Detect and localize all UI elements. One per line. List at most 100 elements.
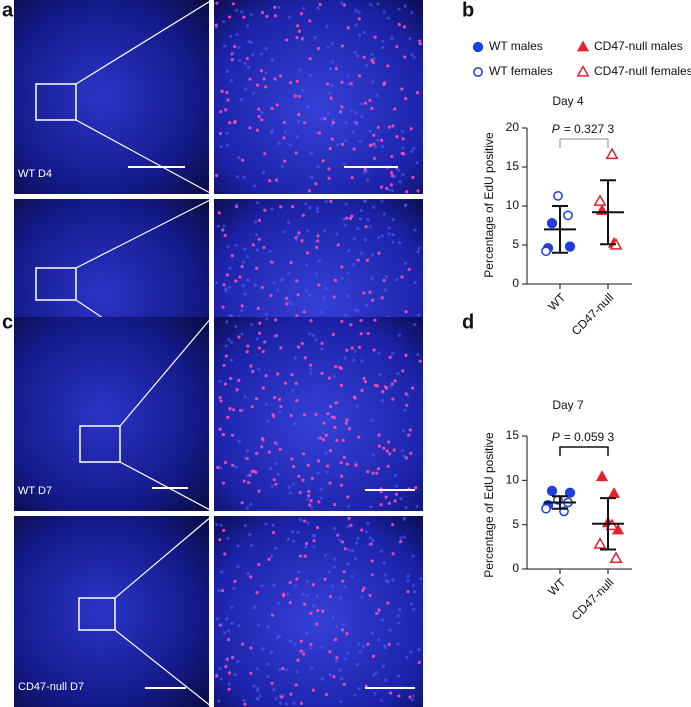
nucleus xyxy=(391,233,395,237)
nucleus xyxy=(366,470,370,474)
nucleus xyxy=(284,702,289,706)
nucleus xyxy=(236,544,240,548)
nucleus xyxy=(328,448,333,453)
nucleus xyxy=(314,338,318,342)
nucleus xyxy=(317,259,322,263)
nucleus xyxy=(307,494,311,498)
nucleus xyxy=(257,489,261,493)
nucleus xyxy=(415,504,419,508)
nucleus xyxy=(256,623,261,627)
nucleus xyxy=(364,225,368,229)
nucleus xyxy=(346,271,350,275)
nucleus xyxy=(353,557,358,561)
nucleus xyxy=(358,139,362,143)
nucleus xyxy=(301,213,305,217)
nucleus xyxy=(217,211,221,215)
nucleus xyxy=(299,639,303,643)
nucleus xyxy=(316,6,320,10)
nucleus xyxy=(372,205,376,209)
nucleus xyxy=(400,129,405,133)
nucleus xyxy=(234,205,239,209)
triangle-marker xyxy=(607,487,621,498)
nucleus xyxy=(320,645,324,649)
nucleus xyxy=(254,233,259,237)
nucleus xyxy=(283,381,288,385)
nucleus xyxy=(310,505,314,510)
error-bar xyxy=(600,179,616,246)
nucleus xyxy=(240,309,244,313)
nucleus xyxy=(302,6,306,10)
nucleus xyxy=(264,312,268,316)
p-symbol: P xyxy=(552,122,560,136)
nucleus xyxy=(246,254,250,259)
nucleus xyxy=(294,151,298,155)
nucleus xyxy=(253,283,257,287)
nucleus xyxy=(282,120,286,125)
y-tick-label: 10 xyxy=(506,198,520,212)
nucleus xyxy=(400,275,404,279)
nucleus xyxy=(240,264,244,269)
nucleus xyxy=(222,528,226,533)
nucleus xyxy=(323,553,327,557)
nucleus xyxy=(377,351,381,355)
nucleus xyxy=(339,699,343,704)
nucleus xyxy=(289,413,293,418)
nucleus xyxy=(223,631,227,635)
nucleus xyxy=(372,348,376,352)
zoom-line xyxy=(114,629,213,707)
nucleus xyxy=(308,363,313,367)
nucleus xyxy=(288,639,292,643)
nucleus xyxy=(285,302,289,306)
nucleus xyxy=(382,82,386,87)
nucleus xyxy=(347,516,351,521)
nucleus xyxy=(412,55,416,59)
nucleus xyxy=(230,621,234,625)
nucleus xyxy=(327,176,331,180)
nucleus xyxy=(353,308,357,312)
nucleus xyxy=(229,314,234,318)
nucleus xyxy=(306,521,310,525)
nucleus xyxy=(233,579,237,583)
nucleus xyxy=(417,648,421,652)
nucleus xyxy=(278,410,282,415)
nucleus xyxy=(355,122,359,126)
nucleus xyxy=(316,46,321,51)
nucleus xyxy=(229,78,234,83)
nucleus xyxy=(255,689,260,693)
nucleus xyxy=(289,260,293,265)
nucleus xyxy=(278,667,282,672)
nucleus xyxy=(417,660,421,664)
nucleus xyxy=(289,692,293,696)
nucleus xyxy=(341,579,345,583)
nucleus xyxy=(324,433,328,437)
nucleus xyxy=(357,74,362,78)
nucleus xyxy=(257,331,262,335)
nucleus xyxy=(315,622,319,626)
nucleus xyxy=(223,382,228,386)
nucleus xyxy=(377,251,381,255)
nucleus xyxy=(330,41,334,46)
nucleus xyxy=(215,523,219,527)
nucleus xyxy=(255,83,260,87)
nucleus xyxy=(334,67,338,71)
nucleus xyxy=(384,678,388,682)
nucleus xyxy=(357,345,362,349)
nucleus xyxy=(313,534,317,538)
nucleus xyxy=(373,383,378,387)
nucleus xyxy=(300,341,304,346)
nucleus xyxy=(352,358,356,362)
nucleus xyxy=(340,276,344,280)
nucleus xyxy=(404,97,408,101)
nucleus xyxy=(234,279,238,283)
nucleus xyxy=(405,190,409,194)
nucleus xyxy=(262,77,266,81)
nucleus xyxy=(224,108,228,112)
nucleus xyxy=(266,419,270,423)
nucleus xyxy=(233,673,237,677)
nucleus xyxy=(271,523,275,527)
nucleus xyxy=(304,541,309,546)
nucleus xyxy=(249,364,253,368)
nucleus xyxy=(255,397,259,401)
triangle-marker xyxy=(609,551,623,563)
nucleus xyxy=(312,545,316,549)
